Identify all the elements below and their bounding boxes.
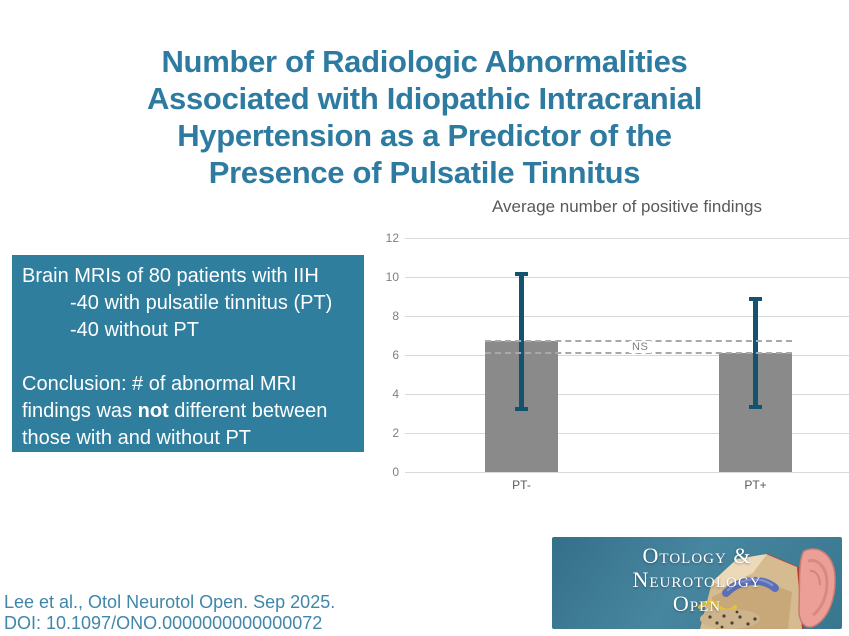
ns-annotation: NS	[629, 341, 652, 354]
conclusion-part2: different between those with and without…	[22, 400, 328, 449]
gridline	[405, 238, 849, 239]
citation-reference: Lee et al., Otol Neurotol Open. Sep 2025…	[4, 592, 336, 612]
gridline	[405, 316, 849, 317]
y-tick-label: 12	[385, 231, 399, 245]
chart-title: Average number of positive findings	[492, 197, 762, 216]
slide-title-line: Hypertension as a Predictor of the	[177, 117, 672, 153]
slide-title-line: Presence of Pulsatile Tinnitus	[208, 154, 641, 190]
slide-title-line: Number of Radiologic Abnormalities	[161, 43, 688, 79]
y-tick-label: 0	[392, 465, 399, 479]
y-tick-label: 10	[385, 270, 399, 284]
error-bar-cap-top	[515, 272, 528, 277]
gridline	[405, 472, 849, 473]
slide-title-line: Associated with Idiopathic Intracranial	[146, 80, 703, 116]
citation: Lee et al., Otol Neurotol Open. Sep 2025…	[4, 592, 335, 634]
gridline	[405, 394, 849, 395]
conclusion-part1: Conclusion: # of abnormal MRI findings w…	[22, 373, 297, 422]
journal-name-line2: Neurotology	[632, 567, 762, 592]
citation-doi: DOI: 10.1097/ONO.0000000000000072	[4, 613, 323, 633]
study-population-line: Brain MRIs of 80 patients with IIH	[22, 265, 319, 287]
slide-title: Number of Radiologic Abnormalities Assoc…	[0, 43, 849, 191]
error-bar-cap-top	[749, 297, 762, 302]
error-bar-cap-bottom	[749, 404, 762, 409]
error-bar-cap-bottom	[515, 406, 528, 411]
y-tick-label: 8	[392, 309, 399, 323]
study-group-nopt-line: -40 without PT	[70, 319, 199, 341]
journal-logo: Otology & Neurotology Open	[552, 537, 842, 629]
bar-chart: Average number of positive findings 0 2 4 6…	[375, 195, 849, 510]
y-tick-label: 4	[392, 387, 399, 401]
study-summary-box: Brain MRIs of 80 patients with IIH -40 w…	[12, 255, 364, 452]
journal-name-line3: Open	[672, 591, 722, 616]
ear-anatomy-illustration	[698, 548, 836, 629]
conclusion-text: Conclusion: # of abnormal MRI findings w…	[22, 371, 354, 452]
journal-name-line1: Otology &	[642, 543, 752, 568]
gridline	[405, 433, 849, 434]
gridline	[405, 355, 849, 356]
x-category-label: PT+	[744, 478, 767, 492]
study-group-pt-line: -40 with pulsatile tinnitus (PT)	[70, 292, 333, 314]
gridline	[405, 277, 849, 278]
x-category-label: PT-	[512, 478, 531, 492]
y-tick-label: 2	[392, 426, 399, 440]
conclusion-bold-word: not	[137, 400, 169, 422]
y-tick-label: 6	[392, 348, 399, 362]
journal-name: Otology & Neurotology Open	[597, 544, 797, 616]
